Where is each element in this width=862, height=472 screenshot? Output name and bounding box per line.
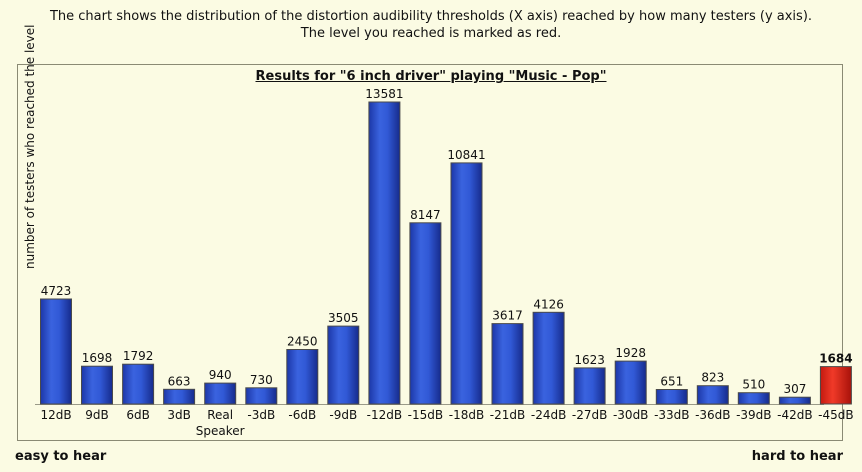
tick-label--36db: -36dB bbox=[695, 408, 730, 422]
tick-label--3db: -3dB bbox=[247, 408, 275, 422]
tick-label-real-speaker-line2: Speaker bbox=[196, 424, 245, 438]
value-label-6db: 1792 bbox=[123, 349, 154, 363]
tick-label--33db: -33dB bbox=[654, 408, 689, 422]
tick-label--24db: -24dB bbox=[531, 408, 566, 422]
description-line-2: The level you reached is marked as red. bbox=[300, 26, 562, 41]
value-label-9db: 1698 bbox=[82, 351, 113, 365]
value-label--3db: 730 bbox=[250, 373, 273, 387]
value-label-12db: 4723 bbox=[41, 284, 72, 298]
tick-label--21db: -21dB bbox=[490, 408, 525, 422]
tick-label--6db: -6dB bbox=[288, 408, 316, 422]
bar-6db bbox=[122, 363, 155, 405]
bar--18db bbox=[450, 162, 483, 405]
bar--33db bbox=[655, 389, 688, 405]
easy-to-hear-label: easy to hear bbox=[15, 449, 107, 464]
value-label--45db: 1684 bbox=[819, 352, 852, 366]
bar--39db bbox=[737, 392, 770, 405]
tick-label-9db: 9dB bbox=[85, 408, 108, 422]
chart-description: The chart shows the distribution of the … bbox=[0, 8, 862, 42]
value-label--15db: 8147 bbox=[410, 208, 441, 222]
bar-12db bbox=[40, 298, 72, 405]
tick-label--12db: -12dB bbox=[367, 408, 402, 422]
tick-label--39db: -39dB bbox=[736, 408, 771, 422]
value-label--27db: 1623 bbox=[574, 353, 605, 367]
tick-label--9db: -9dB bbox=[329, 408, 357, 422]
tick-label-real-speaker: Real bbox=[207, 408, 233, 422]
bar-3db bbox=[163, 388, 196, 405]
bar--30db bbox=[614, 360, 647, 405]
tick-label--42db: -42dB bbox=[777, 408, 812, 422]
bar-9db bbox=[81, 365, 113, 405]
tick-label-12db: 12dB bbox=[40, 408, 71, 422]
bar-real-speaker bbox=[204, 382, 237, 405]
highlighted-bar--45db bbox=[819, 366, 852, 405]
value-label--18db: 10841 bbox=[447, 148, 485, 162]
bar--24db bbox=[532, 311, 565, 405]
value-label--39db: 510 bbox=[742, 378, 765, 392]
value-label--6db: 2450 bbox=[287, 335, 318, 349]
tick-label--15db: -15dB bbox=[408, 408, 443, 422]
value-label--24db: 4126 bbox=[533, 297, 564, 311]
value-label--12db: 13581 bbox=[365, 87, 403, 101]
tick-label--45db: -45dB bbox=[818, 408, 853, 422]
hard-to-hear-label: hard to hear bbox=[751, 449, 843, 464]
bar--12db bbox=[368, 101, 401, 405]
value-label-3db: 663 bbox=[168, 374, 191, 388]
tick-label-3db: 3dB bbox=[167, 408, 190, 422]
tick-label--27db: -27dB bbox=[572, 408, 607, 422]
bar--42db bbox=[778, 396, 811, 405]
value-label--42db: 307 bbox=[783, 382, 806, 396]
value-label--9db: 3505 bbox=[328, 311, 359, 325]
bar--15db bbox=[409, 222, 442, 405]
description-line-1: The chart shows the distribution of the … bbox=[49, 9, 813, 24]
bar--6db bbox=[286, 349, 319, 405]
value-label--36db: 823 bbox=[701, 371, 724, 385]
chart-title: Results for "6 inch driver" playing "Mus… bbox=[255, 69, 607, 84]
bar--3db bbox=[245, 387, 278, 405]
bar--21db bbox=[491, 323, 524, 405]
value-label--30db: 1928 bbox=[615, 346, 646, 360]
value-label--21db: 3617 bbox=[492, 309, 523, 323]
tick-label--18db: -18dB bbox=[449, 408, 484, 422]
bar--36db bbox=[696, 385, 729, 405]
tick-label-6db: 6dB bbox=[126, 408, 149, 422]
bar--27db bbox=[573, 367, 606, 405]
value-label-real-speaker: 940 bbox=[209, 368, 232, 382]
value-label--33db: 651 bbox=[660, 375, 683, 389]
bar--9db bbox=[327, 325, 360, 405]
tick-label--30db: -30dB bbox=[613, 408, 648, 422]
